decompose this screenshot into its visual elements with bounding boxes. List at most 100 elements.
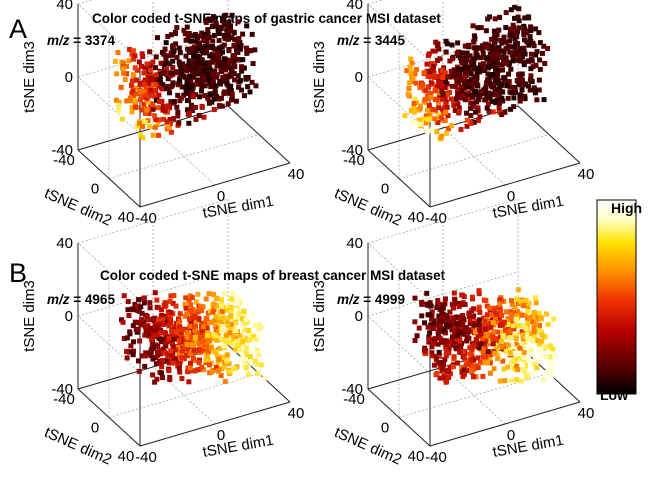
scatter-point	[520, 336, 526, 342]
axis-label-dim1: tSNE dim1	[201, 432, 275, 461]
scatter-point	[472, 329, 478, 335]
scatter-point	[482, 318, 488, 324]
scatter-point	[210, 38, 216, 44]
scatter-point	[256, 326, 262, 332]
scatter-point	[146, 111, 152, 117]
scatter-point	[410, 75, 416, 81]
scatter-point	[483, 28, 489, 34]
scatter-point	[525, 336, 531, 342]
scatter-point	[241, 93, 247, 99]
scatter-point	[120, 319, 126, 325]
scatter-point	[537, 40, 543, 46]
scatter-point	[502, 60, 508, 66]
scatter-point	[252, 322, 258, 328]
scatter-point	[167, 316, 173, 322]
scatter-point	[452, 68, 458, 74]
scatter-point	[202, 61, 208, 67]
scatter-point	[156, 335, 162, 341]
scatter-point	[511, 365, 517, 371]
scatter-point	[160, 82, 166, 88]
scatter-point	[443, 49, 449, 55]
scatter-point	[413, 80, 419, 86]
scatter-point	[132, 104, 138, 110]
scatter-point	[485, 360, 491, 366]
scatter-point	[127, 329, 133, 335]
scatter-point	[511, 24, 517, 30]
scatter-point	[466, 329, 472, 335]
scatter-point	[163, 339, 169, 345]
scatter-point	[505, 342, 511, 348]
scatter-point	[429, 353, 435, 359]
scatter-point	[195, 367, 201, 373]
scatter-point	[536, 77, 542, 83]
scatter-point	[478, 25, 484, 31]
scatter-point	[528, 66, 534, 72]
scatter-point	[477, 327, 483, 333]
scatter-point	[526, 42, 532, 48]
scatter-point	[419, 313, 425, 319]
scatter-point	[507, 49, 513, 55]
scatter-point	[424, 61, 430, 67]
axis-label-dim1: tSNE dim1	[201, 193, 275, 222]
scatter-point	[512, 89, 518, 95]
scatter-point	[224, 27, 230, 33]
scatter-point	[167, 117, 173, 123]
scatter-point	[210, 23, 216, 29]
scatter-point	[213, 20, 219, 26]
scatter-point	[512, 4, 518, 10]
scatter-point	[173, 329, 179, 335]
scatter-point	[211, 96, 217, 102]
scatter-point	[439, 67, 445, 73]
scatter-point	[532, 295, 538, 301]
scatter-point	[208, 345, 214, 351]
scatter-point	[150, 106, 156, 112]
scatter-point	[527, 77, 533, 83]
scatter-point	[449, 320, 455, 326]
scatter-point	[158, 330, 164, 336]
scatter-point	[542, 60, 548, 66]
scatter-point	[509, 90, 515, 96]
scatter-point	[170, 353, 176, 359]
scatter-point	[475, 365, 481, 371]
scatter-point	[427, 312, 433, 318]
scatter-point	[483, 90, 489, 96]
scatter-point	[116, 100, 122, 106]
scatter-point	[438, 135, 444, 141]
scatter-point	[152, 379, 158, 385]
scatter-point	[213, 350, 219, 356]
scatter-point	[456, 70, 462, 76]
scatter-point	[517, 82, 523, 88]
scatter-point	[457, 55, 463, 61]
scatter-point	[170, 300, 176, 306]
scatter-point	[204, 316, 210, 322]
scatter-point	[436, 353, 442, 359]
scatter-point	[444, 41, 450, 47]
tick-label: 40	[578, 405, 595, 422]
scatter-point	[487, 93, 493, 99]
scatter-point	[471, 62, 477, 68]
scatter-point	[528, 319, 534, 325]
scatter-point	[160, 103, 166, 109]
scatter-point	[235, 73, 241, 79]
scatter-point	[507, 33, 513, 39]
scatter-point	[209, 369, 215, 375]
scatter-point	[151, 113, 157, 119]
scatter-point	[217, 78, 223, 84]
scatter-point	[495, 92, 501, 98]
scatter-point	[439, 308, 445, 314]
scatter-point	[480, 51, 486, 57]
scatter-point	[222, 316, 228, 322]
scatter-point	[236, 36, 242, 42]
scatter-point	[528, 38, 534, 44]
scatter-point	[512, 32, 518, 38]
scatter-point	[138, 132, 144, 138]
scatter-point	[511, 358, 517, 364]
scatter-point	[141, 101, 147, 107]
scatter-point	[506, 60, 512, 66]
scatter-point	[181, 63, 187, 69]
tick-label: 0	[217, 188, 225, 205]
scatter-point	[204, 353, 210, 359]
scatter-point	[217, 103, 223, 109]
scatter-point	[135, 123, 141, 129]
